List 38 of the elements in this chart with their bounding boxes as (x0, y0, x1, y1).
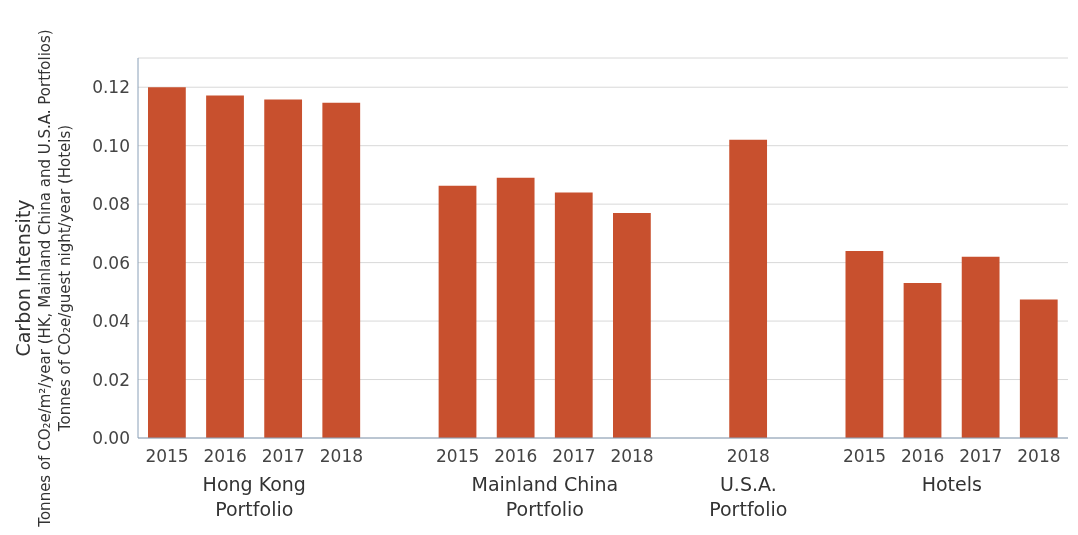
y-tick-label: 0.12 (92, 77, 130, 98)
bar (554, 192, 593, 438)
bar (961, 256, 1000, 438)
x-tick-label: 2016 (203, 446, 247, 466)
bar (438, 185, 477, 438)
y-tick-label: 0.04 (92, 311, 130, 332)
text: Hotels (921, 473, 982, 495)
bar (1019, 299, 1058, 438)
x-tick-label: 2017 (959, 446, 1003, 466)
bar (729, 139, 768, 438)
text: Mainland China Portfolio (471, 473, 619, 520)
bar (903, 283, 942, 438)
x-tick-label: 2017 (552, 446, 596, 466)
bar (322, 102, 361, 438)
x-tick-label: 2015 (842, 446, 887, 466)
x-tick-label: 2018 (319, 446, 364, 466)
x-tick-label: 2016 (494, 446, 538, 466)
bar (264, 99, 303, 438)
y-tick-label: 0.10 (92, 135, 130, 156)
y-axis-title: Carbon Intensity Tonnes of CO₂e/m²/year (HK, Mainland China and U.S.A. Portfolios) Tonnes of CO₂e/guest night/year (Hotels) (12, 29, 74, 528)
y-tick-label: 0.08 (92, 194, 130, 215)
bar (613, 212, 651, 438)
bar (206, 95, 244, 438)
x-tick-label: 2017 (261, 446, 305, 466)
y-tick-label: 0.00 (92, 428, 130, 449)
y-tick-label: 0.06 (92, 252, 130, 273)
x-tick-label: 2018 (1017, 446, 1061, 466)
x-tick-label: 2015 (145, 446, 189, 466)
text: U.S.A. Portfolio (709, 473, 788, 520)
bar (845, 250, 884, 438)
x-tick-label: 2016 (901, 446, 945, 466)
x-tick-label: 2015 (436, 446, 480, 466)
x-tick-label: 2018 (610, 446, 654, 466)
bar (496, 177, 535, 438)
text: Hong Kong Portfolio (202, 473, 306, 520)
y-tick-label: 0.02 (92, 369, 130, 390)
bar (148, 87, 186, 438)
x-tick-label: 2018 (726, 446, 770, 466)
